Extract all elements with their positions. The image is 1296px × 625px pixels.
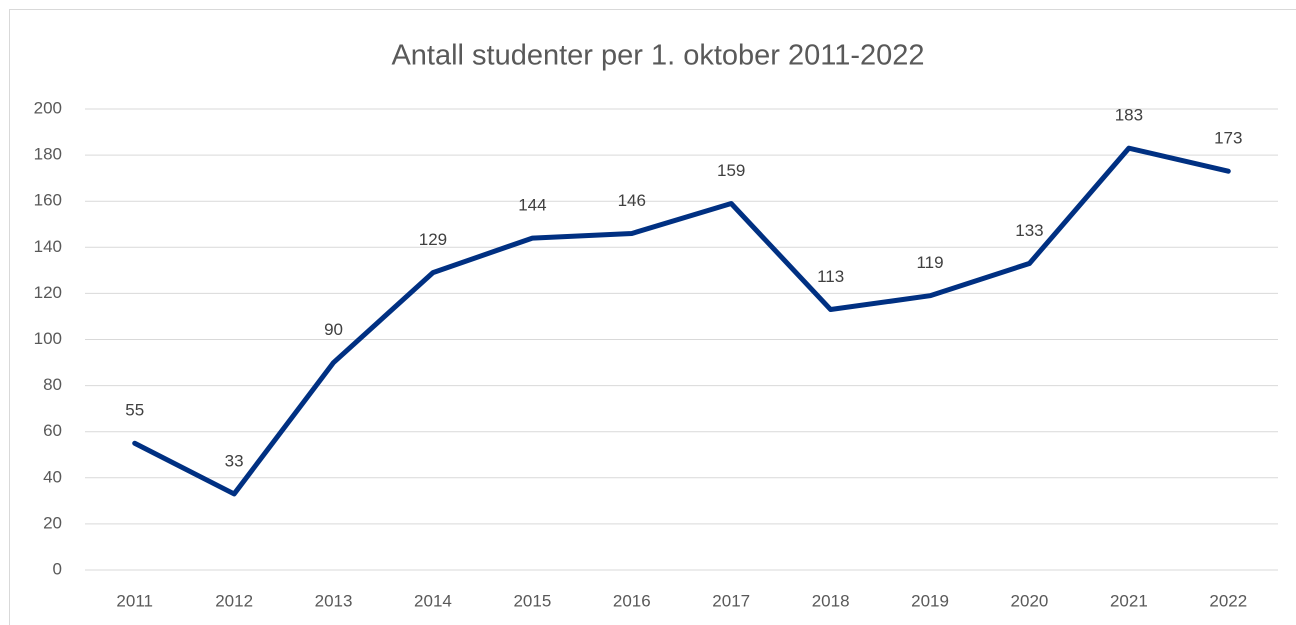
data-label: 113	[817, 267, 844, 286]
x-tick-label: 2012	[215, 591, 253, 610]
data-label: 173	[1214, 129, 1242, 148]
x-tick-label: 2022	[1209, 591, 1247, 610]
data-label: 129	[419, 230, 447, 249]
x-tick-label: 2013	[315, 591, 353, 610]
x-tick-label: 2021	[1110, 591, 1148, 610]
data-label: 55	[125, 401, 144, 420]
y-tick-label: 100	[34, 329, 62, 348]
data-label: 33	[225, 451, 244, 470]
x-tick-label: 2017	[712, 591, 750, 610]
y-tick-label: 20	[43, 513, 62, 532]
data-label: 119	[916, 253, 943, 272]
data-label: 133	[1015, 221, 1043, 240]
y-tick-label: 60	[43, 421, 62, 440]
line	[132, 145, 1231, 497]
y-tick-label: 180	[34, 145, 62, 164]
chart-title: Antall studenter per 1. oktober 2011-202…	[391, 40, 924, 72]
y-tick-label: 120	[34, 283, 62, 302]
x-tick-label: 2014	[414, 591, 452, 610]
y-tick-label: 40	[43, 467, 62, 486]
data-label: 183	[1115, 106, 1143, 125]
data-label: 90	[324, 320, 343, 339]
x-tick-label: 2020	[1011, 591, 1049, 610]
x-tick-label: 2015	[513, 591, 551, 610]
data-label: 146	[618, 191, 646, 210]
y-tick-label: 80	[43, 375, 62, 394]
x-tick-label: 2019	[911, 591, 949, 610]
y-tick-label: 160	[34, 191, 62, 210]
y-tick-label: 140	[34, 237, 62, 256]
x-tick-label: 2011	[116, 591, 153, 610]
x-tick-label: 2016	[613, 591, 651, 610]
chart-border	[9, 9, 1296, 625]
data-label: 144	[518, 196, 546, 215]
data-label: 159	[717, 161, 745, 180]
x-tick-label: 2018	[812, 591, 850, 610]
y-tick-label: 200	[34, 98, 62, 117]
y-tick-label: 0	[53, 559, 62, 578]
